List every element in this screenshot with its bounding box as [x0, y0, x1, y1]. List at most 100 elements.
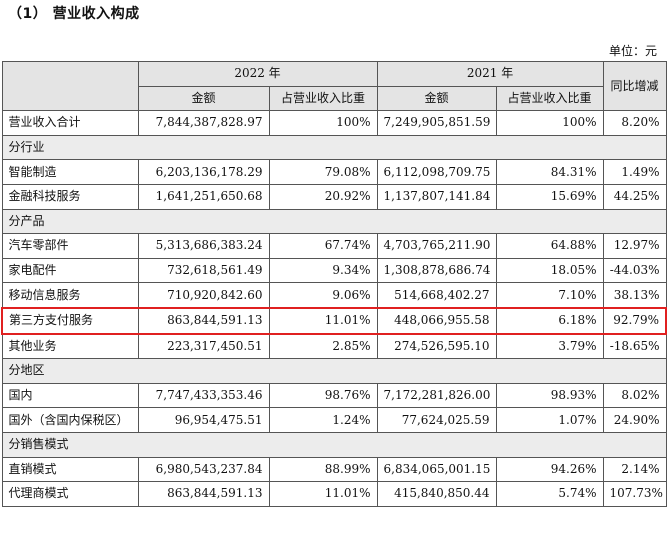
- amount-2022: 223,317,450.51: [137, 333, 270, 360]
- row-label: 其他业务: [1, 333, 139, 360]
- table-row: 智能制造 6,203,136,178.29 79.08% 6,112,098,7…: [1, 159, 667, 185]
- header-blank-cell: [1, 60, 139, 112]
- row-label: 家电配件: [1, 257, 139, 284]
- share-2022: 100%: [268, 110, 378, 136]
- amount-2022: 863,844,591.13: [137, 481, 270, 507]
- amount-2022: 1,641,251,650.68: [137, 183, 270, 210]
- share-2022: 1.24%: [268, 407, 378, 433]
- amount-2021: 415,840,850.44: [376, 481, 497, 507]
- table-row: 其他业务 223,317,450.51 2.85% 274,526,595.10…: [1, 333, 667, 360]
- section-row-product: 分产品: [1, 208, 667, 235]
- table-row: 移动信息服务 710,920,842.60 9.06% 514,668,402.…: [1, 282, 667, 309]
- share-2021: 98.93%: [495, 382, 604, 409]
- section-label: 分销售模式: [1, 431, 667, 458]
- yoy-change: 24.90%: [602, 407, 667, 433]
- amount-2021: 448,066,955.58: [376, 306, 497, 335]
- amount-2022: 7,747,433,353.46: [137, 382, 270, 409]
- highlighted-row-payment: 第三方支付服务 863,844,591.13 11.01% 448,066,95…: [1, 306, 668, 335]
- header-year-2021: 2021 年: [376, 61, 604, 87]
- amount-2021: 1,308,878,686.74: [376, 257, 497, 284]
- share-2022: 9.06%: [268, 282, 378, 309]
- share-2021: 3.79%: [495, 333, 604, 360]
- amount-2021: 6,834,065,001.15: [376, 456, 497, 483]
- section-row-sales-model: 分销售模式: [1, 431, 667, 458]
- table-row: 金融科技服务 1,641,251,650.68 20.92% 1,137,807…: [1, 183, 667, 210]
- share-2022: 88.99%: [268, 456, 378, 483]
- section-label: 分地区: [1, 358, 667, 384]
- amount-2021: 4,703,765,211.90: [376, 233, 497, 259]
- table-row: 国内 7,747,433,353.46 98.76% 7,172,281,826…: [1, 382, 667, 409]
- share-2021: 84.31%: [495, 159, 604, 185]
- share-2021: 18.05%: [495, 257, 604, 284]
- share-2021: 7.10%: [495, 282, 604, 309]
- section-heading: （1） 营业收入构成: [8, 6, 140, 22]
- amount-2022: 5,313,686,383.24: [137, 233, 270, 259]
- share-2021: 1.07%: [495, 407, 604, 433]
- amount-2022: 710,920,842.60: [137, 282, 270, 309]
- section-label: 分行业: [1, 134, 667, 161]
- share-2022: 11.01%: [268, 306, 378, 335]
- amount-2022: 6,203,136,178.29: [137, 159, 270, 185]
- table-row: 家电配件 732,618,561.49 9.34% 1,308,878,686.…: [1, 257, 667, 284]
- header-row-years: 2022 年 2021 年 同比增减: [1, 60, 667, 112]
- table-row: 汽车零部件 5,313,686,383.24 67.74% 4,703,765,…: [1, 233, 667, 259]
- share-2022: 79.08%: [268, 159, 378, 185]
- share-2022: 20.92%: [268, 183, 378, 210]
- yoy-change: 107.73%: [602, 481, 667, 507]
- amount-2021: 274,526,595.10: [376, 333, 497, 360]
- share-2022: 9.34%: [268, 257, 378, 284]
- amount-2022: 96,954,475.51: [137, 407, 270, 433]
- yoy-change: 38.13%: [602, 282, 667, 309]
- amount-2022: 732,618,561.49: [137, 257, 270, 284]
- row-label: 金融科技服务: [1, 183, 139, 210]
- amount-2021: 7,249,905,851.59: [376, 110, 497, 136]
- unit-label: 单位：元: [608, 44, 657, 58]
- yoy-change: 8.20%: [602, 110, 667, 136]
- table-row: 代理商模式 863,844,591.13 11.01% 415,840,850.…: [1, 481, 667, 507]
- amount-2021: 7,172,281,826.00: [376, 382, 497, 409]
- yoy-change: 8.02%: [602, 382, 667, 409]
- row-label: 营业收入合计: [1, 110, 139, 136]
- table-row: 直销模式 6,980,543,237.84 88.99% 6,834,065,0…: [1, 456, 667, 483]
- header-year-2022: 2022 年: [137, 61, 378, 87]
- header-amount-2021: 金额: [376, 85, 497, 112]
- share-2021: 5.74%: [495, 481, 604, 507]
- amount-2022: 7,844,387,828.97: [137, 110, 270, 136]
- share-2022: 67.74%: [268, 233, 378, 259]
- amount-2021: 514,668,402.27: [376, 282, 497, 309]
- row-label: 国内: [1, 382, 139, 409]
- yoy-change: 92.79%: [602, 306, 668, 335]
- header-amount-2022: 金额: [137, 85, 270, 112]
- header-row-columns: 金额 占营业收入比重 金额 占营业收入比重: [2, 85, 666, 112]
- header-share-2021: 占营业收入比重: [495, 85, 604, 112]
- table-row: 国外（含国内保税区） 96,954,475.51 1.24% 77,624,02…: [1, 407, 667, 433]
- amount-2021: 6,112,098,709.75: [376, 159, 497, 185]
- share-2021: 64.88%: [495, 233, 604, 259]
- amount-2022: 6,980,543,237.84: [137, 456, 270, 483]
- section-row-industry: 分行业: [1, 134, 667, 161]
- revenue-composition-table: 2022 年 2021 年 同比增减 金额 占营业收入比重 金额 占营业收入比重…: [1, 60, 668, 507]
- amount-2021: 1,137,807,141.84: [376, 183, 497, 210]
- row-label: 国外（含国内保税区）: [1, 407, 139, 433]
- share-2021: 6.18%: [495, 306, 604, 335]
- share-2022: 98.76%: [268, 382, 378, 409]
- header-yoy: 同比增减: [602, 60, 667, 112]
- share-2021: 94.26%: [495, 456, 604, 483]
- row-label: 代理商模式: [1, 481, 139, 507]
- yoy-change: 12.97%: [602, 233, 667, 259]
- share-2021: 15.69%: [495, 183, 604, 210]
- share-2022: 11.01%: [268, 481, 378, 507]
- amount-2021: 77,624,025.59: [376, 407, 497, 433]
- row-label: 直销模式: [1, 456, 139, 483]
- section-label: 分产品: [1, 208, 667, 235]
- header-share-2022: 占营业收入比重: [268, 85, 378, 112]
- section-row-region: 分地区: [1, 358, 667, 384]
- table-row: 营业收入合计 7,844,387,828.97 100% 7,249,905,8…: [1, 110, 667, 136]
- yoy-change: 44.25%: [602, 183, 667, 210]
- yoy-change: -18.65%: [602, 333, 667, 360]
- yoy-change: 2.14%: [602, 456, 667, 483]
- amount-2022: 863,844,591.13: [137, 306, 270, 335]
- row-label: 移动信息服务: [1, 282, 139, 309]
- share-2021: 100%: [495, 110, 604, 136]
- row-label: 第三方支付服务: [1, 306, 139, 335]
